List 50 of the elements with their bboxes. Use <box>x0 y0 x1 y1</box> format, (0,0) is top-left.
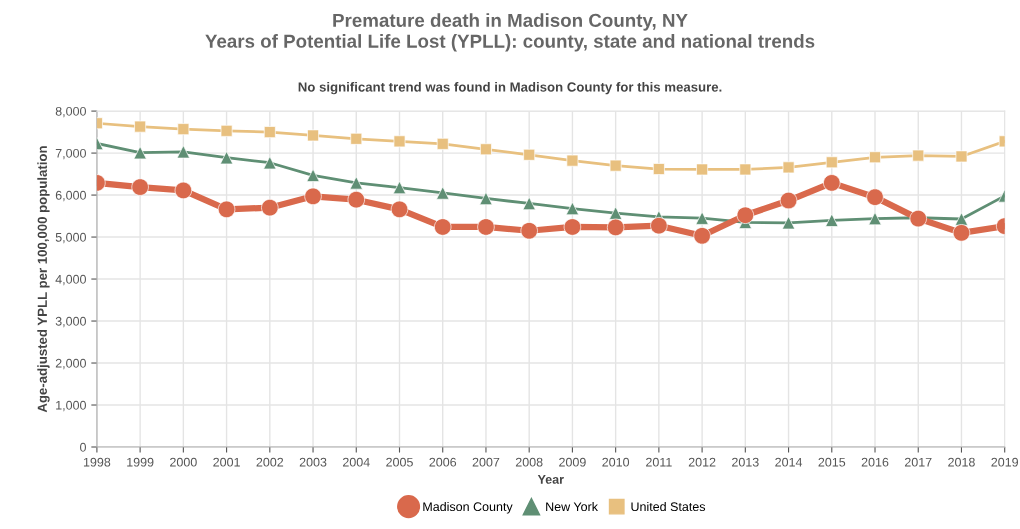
x-tick-label: 2008 <box>515 457 543 467</box>
x-tick-label: 2011 <box>646 457 672 467</box>
point <box>307 129 319 142</box>
x-tick-label: 2019 <box>991 457 1019 467</box>
x-tick-label: 2017 <box>904 457 932 467</box>
x-tick-label: 1998 <box>83 457 111 467</box>
y-tick-label: 4,000 <box>55 274 86 286</box>
legend-label: New York <box>546 501 598 512</box>
x-axis-title: Year <box>537 475 564 484</box>
chart-title: Premature death in Madison County, NY Years of Potential Life Lost (YPLL): county, state and national trends <box>205 13 815 52</box>
point <box>520 222 538 240</box>
y-axis-title: Age-adjusted YPLL per 100,000 population <box>37 146 50 413</box>
x-tick-label: 2012 <box>688 457 716 467</box>
legend-label: Madison County <box>423 501 513 514</box>
x-tick-label: 2002 <box>256 457 284 467</box>
x-tick-label: 2006 <box>429 457 457 467</box>
x-tick-label: 2014 <box>775 457 803 467</box>
y-tick-label: 7,000 <box>55 148 86 160</box>
x-tick-label: 1999 <box>127 457 154 467</box>
point <box>480 143 492 156</box>
point <box>174 181 193 200</box>
y-tick-label: 0 <box>80 442 86 452</box>
y-tick-label: 3,000 <box>55 316 86 328</box>
x-tick-label: 2016 <box>861 457 889 467</box>
y-tick-label: 8,000 <box>55 106 86 118</box>
x-tick-label: 2000 <box>170 457 197 467</box>
point <box>563 218 582 236</box>
x-tick-label: 2009 <box>559 457 586 467</box>
x-tick-label: 2005 <box>386 457 413 467</box>
y-tick-label: 6,000 <box>55 190 86 202</box>
x-tick-label: 2013 <box>732 457 759 467</box>
point <box>565 201 580 216</box>
legend-label: United States <box>631 501 706 512</box>
y-tick-label: 5,000 <box>55 232 86 244</box>
x-tick-label: 2004 <box>343 457 370 467</box>
x-tick-label: 2007 <box>472 457 500 467</box>
point <box>868 211 882 226</box>
point <box>823 174 841 192</box>
y-tick-label: 1,000 <box>56 400 86 412</box>
point <box>952 224 971 242</box>
point <box>306 168 320 182</box>
point <box>131 178 149 196</box>
chart-subtitle: No significant trend was found in Madison County for this measure. <box>298 81 722 95</box>
x-tick-label: 2010 <box>602 457 630 467</box>
x-tick-label: 2003 <box>299 457 327 467</box>
point <box>479 191 493 206</box>
x-tick-label: 2018 <box>948 457 975 467</box>
x-tick-label: 2001 <box>213 457 240 467</box>
x-tick-label: 2015 <box>818 457 846 467</box>
y-tick-label: 2,000 <box>55 358 86 370</box>
